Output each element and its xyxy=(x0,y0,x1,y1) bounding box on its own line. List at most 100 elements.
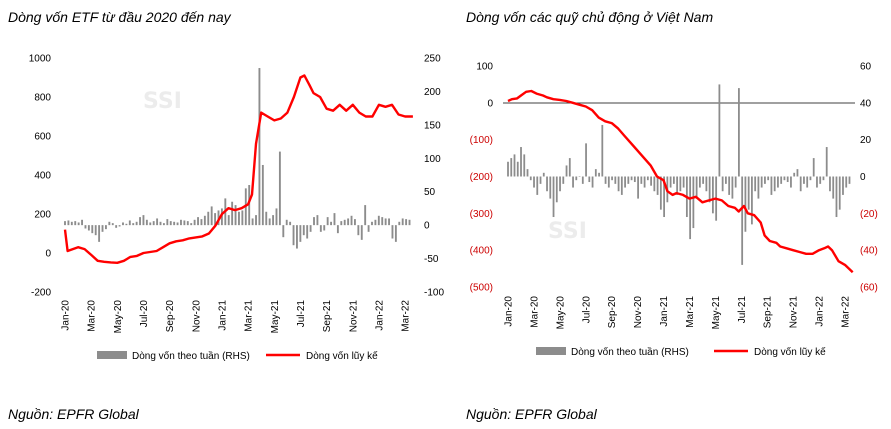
c1-weekly-bar xyxy=(258,68,261,226)
c2-weekly-bar xyxy=(767,176,770,181)
c2-weekly-bar xyxy=(692,176,695,229)
c2-weekly-bar xyxy=(607,176,610,188)
c2-weekly-bar xyxy=(796,169,799,177)
chart2-legend-bar-label: Dòng vốn theo tuần (RHS) xyxy=(571,346,689,358)
c2-weekly-bar xyxy=(663,176,666,218)
c2-x-tick: Nov-21 xyxy=(789,296,800,329)
c1-weekly-bar xyxy=(388,218,390,226)
c1-weekly-bar xyxy=(272,215,275,226)
c2-weekly-bar xyxy=(754,176,757,192)
c2-weekly-bar xyxy=(845,176,848,188)
c2-weekly-bar xyxy=(669,176,672,188)
c1-weekly-bar xyxy=(343,219,346,226)
c2-weekly-bar xyxy=(812,158,815,177)
c2-weekly-bar xyxy=(526,169,529,177)
c2-weekly-bar xyxy=(513,154,516,177)
c2-weekly-bar xyxy=(659,176,662,210)
c1-right-tick: 50 xyxy=(424,187,436,198)
c1-weekly-bar xyxy=(268,218,271,226)
c1-weekly-bar xyxy=(238,211,240,226)
chart1-legend-bar-label: Dòng vốn theo tuần (RHS) xyxy=(132,350,250,362)
chart1-source: Nguồn: EPFR Global xyxy=(8,406,140,422)
c1-weekly-bar xyxy=(135,221,138,226)
c2-weekly-bar xyxy=(591,176,594,188)
c1-weekly-bar xyxy=(330,221,333,226)
c2-weekly-bar xyxy=(516,161,519,177)
c2-x-tick: Mar-20 xyxy=(529,296,540,328)
c1-left-tick: 400 xyxy=(34,171,51,182)
c1-weekly-bar xyxy=(319,225,322,232)
c1-weekly-bar xyxy=(64,221,66,226)
c2-weekly-bar xyxy=(757,176,760,199)
c1-weekly-bar xyxy=(193,219,196,226)
c2-weekly-bar xyxy=(702,176,705,184)
c2-weekly-bar xyxy=(770,176,773,195)
c2-weekly-bar xyxy=(653,176,656,192)
c2-weekly-bar xyxy=(734,176,737,188)
c1-x-tick: May-20 xyxy=(113,300,124,334)
c2-weekly-bar xyxy=(572,176,574,188)
c1-weekly-bar xyxy=(139,217,141,226)
c2-weekly-bar xyxy=(630,176,633,181)
c2-weekly-bar xyxy=(790,176,792,188)
c2-weekly-bar xyxy=(578,176,581,177)
c1-weekly-bar xyxy=(67,220,70,226)
c1-weekly-bar xyxy=(394,225,397,242)
chart1-title: Dòng vốn ETF từ đầu 2020 đến nay xyxy=(8,9,232,25)
c2-weekly-bar xyxy=(816,176,818,188)
c1-weekly-bar xyxy=(302,225,305,236)
c1-weekly-bar xyxy=(176,222,179,226)
c2-weekly-bar xyxy=(520,147,522,177)
c1-x-tick: Jul-20 xyxy=(139,300,150,328)
c1-x-tick: Mar-21 xyxy=(244,300,255,332)
c2-weekly-bar xyxy=(751,176,753,225)
c1-weekly-bar xyxy=(265,211,268,226)
c1-weekly-bar xyxy=(70,221,73,226)
chart1-legend: Dòng vốn theo tuần (RHS) Dòng vốn lũy kế xyxy=(97,350,378,362)
chart1-left-axis: 1000 800 600 400 200 0 -200 xyxy=(29,54,52,299)
c2-weekly-bar xyxy=(523,154,526,177)
c1-weekly-bar xyxy=(231,201,234,226)
c2-weekly-bar xyxy=(825,147,828,177)
chart2-source: Nguồn: EPFR Global xyxy=(466,406,598,422)
c1-x-tick: Nov-21 xyxy=(348,300,359,333)
c1-weekly-bar xyxy=(326,217,329,226)
c1-weekly-bar xyxy=(115,225,118,228)
c1-weekly-bar xyxy=(203,215,206,226)
c1-cumulative-line xyxy=(63,74,413,264)
c1-x-tick: Jan-22 xyxy=(374,300,385,331)
c2-weekly-bar xyxy=(803,176,805,184)
c1-weekly-bar xyxy=(132,223,135,226)
c2-left-tick: (200) xyxy=(470,172,493,183)
c2-weekly-bar xyxy=(793,172,796,177)
c2-right-tick: 40 xyxy=(860,98,872,109)
c1-weekly-bar xyxy=(251,218,254,226)
c2-weekly-bar xyxy=(809,176,812,181)
c1-weekly-bar xyxy=(128,220,131,226)
c1-weekly-bar xyxy=(169,221,172,226)
c2-weekly-bar xyxy=(848,176,851,184)
c1-right-tick: 200 xyxy=(424,87,441,98)
c2-weekly-bar xyxy=(731,176,734,199)
c1-weekly-bar xyxy=(77,222,80,226)
c1-right-tick: -50 xyxy=(424,254,439,265)
c1-weekly-bar xyxy=(159,221,162,226)
c2-weekly-bar xyxy=(773,176,776,192)
c1-right-tick: 100 xyxy=(424,154,441,165)
c1-x-tick: Mar-22 xyxy=(401,300,412,332)
c1-left-tick: 1000 xyxy=(29,54,52,65)
c1-weekly-bar xyxy=(125,223,128,226)
c2-weekly-bar xyxy=(705,176,708,192)
c2-weekly-bar xyxy=(585,143,587,177)
c1-right-tick: 150 xyxy=(424,120,441,131)
c1-weekly-bar xyxy=(405,219,408,226)
c2-x-tick: Mar-21 xyxy=(685,296,696,328)
c2-weekly-bar xyxy=(725,176,727,184)
c1-weekly-bar xyxy=(275,208,278,226)
chart2-line-group xyxy=(507,89,854,274)
c1-weekly-bar xyxy=(340,221,343,226)
c2-weekly-bar xyxy=(822,176,825,181)
chart1-x-axis: Jan-20 Mar-20 May-20 Jul-20 Sep-20 Nov-20 Jan-… xyxy=(61,300,412,334)
c2-weekly-bar xyxy=(744,176,747,232)
